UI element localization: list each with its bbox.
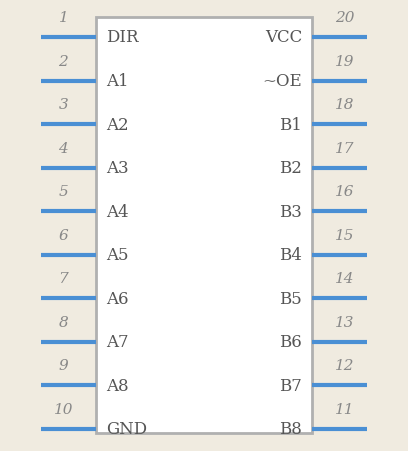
Text: GND: GND — [106, 421, 147, 437]
Text: 14: 14 — [335, 272, 355, 285]
Text: 15: 15 — [335, 228, 355, 242]
Text: 12: 12 — [335, 359, 355, 373]
Text: 3: 3 — [58, 98, 68, 112]
Text: A6: A6 — [106, 290, 129, 307]
Text: B7: B7 — [279, 377, 302, 394]
Text: A1: A1 — [106, 73, 129, 90]
Text: 2: 2 — [58, 55, 68, 69]
Text: A7: A7 — [106, 334, 129, 350]
Text: VCC: VCC — [265, 29, 302, 46]
Text: 6: 6 — [58, 228, 68, 242]
Text: 19: 19 — [335, 55, 355, 69]
Text: A4: A4 — [106, 203, 129, 220]
Text: 10: 10 — [53, 402, 73, 416]
Text: 1: 1 — [58, 11, 68, 25]
Text: B6: B6 — [279, 334, 302, 350]
Text: 13: 13 — [335, 315, 355, 329]
Text: 17: 17 — [335, 141, 355, 155]
Text: A8: A8 — [106, 377, 129, 394]
Text: ~OE: ~OE — [262, 73, 302, 90]
Text: B3: B3 — [279, 203, 302, 220]
Text: B4: B4 — [279, 247, 302, 264]
Text: B2: B2 — [279, 160, 302, 177]
Text: A5: A5 — [106, 247, 129, 264]
Text: 7: 7 — [58, 272, 68, 285]
Text: 11: 11 — [335, 402, 355, 416]
Text: DIR: DIR — [106, 29, 138, 46]
Text: A2: A2 — [106, 116, 129, 133]
Text: 4: 4 — [58, 141, 68, 155]
Text: 16: 16 — [335, 185, 355, 199]
Text: 8: 8 — [58, 315, 68, 329]
Text: A3: A3 — [106, 160, 129, 177]
Text: 20: 20 — [335, 11, 355, 25]
Text: B8: B8 — [279, 421, 302, 437]
Text: 5: 5 — [58, 185, 68, 199]
Text: B1: B1 — [279, 116, 302, 133]
Text: 9: 9 — [58, 359, 68, 373]
Text: 18: 18 — [335, 98, 355, 112]
Text: B5: B5 — [279, 290, 302, 307]
Bar — [96, 18, 312, 433]
